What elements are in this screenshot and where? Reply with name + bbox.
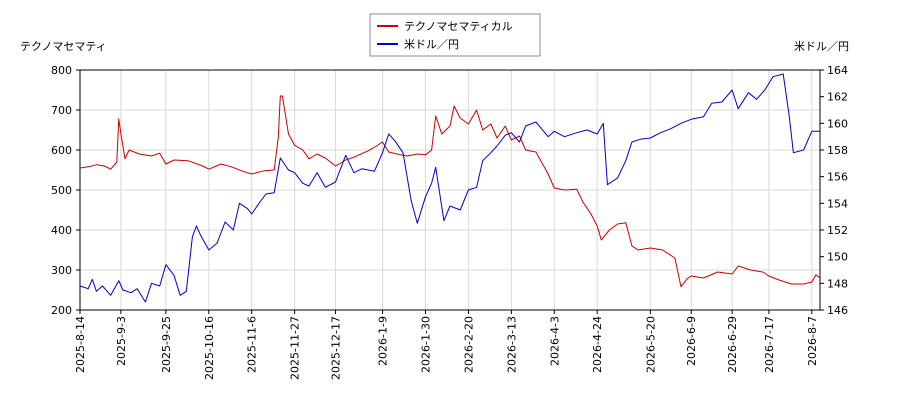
x-tick-label: 2026-2-20	[462, 316, 475, 373]
left-tick-label: 300	[51, 264, 72, 277]
x-tick-label: 2025-11-27	[289, 316, 302, 380]
legend: テクノマセマティカル 米ドル／円	[369, 13, 541, 57]
series-line-2	[79, 73, 820, 303]
x-tick-label: 2026-6-29	[726, 316, 739, 373]
x-tick-label: 2026-1-30	[419, 316, 432, 373]
x-tick-label: 2025-9-3	[115, 316, 128, 366]
x-tick-label: 2026-3-13	[505, 316, 518, 373]
right-tick-label: 154	[827, 197, 848, 210]
left-axis-title: テクノマセマティ	[20, 40, 107, 53]
right-tick-label: 156	[827, 171, 848, 184]
left-axis: 200 300 400 500 600 700 800	[51, 64, 80, 317]
legend-box	[369, 13, 541, 57]
x-tick-label: 2026-1-9	[377, 316, 390, 366]
legend-label-series-2: 米ドル／円	[404, 38, 459, 51]
right-tick-label: 158	[827, 144, 848, 157]
right-tick-label: 164	[827, 64, 848, 77]
x-tick-label: 2026-4-24	[591, 316, 604, 373]
x-axis: 2025-8-14 2025-9-3 2025-9-25 2025-10-16 2025…	[74, 310, 819, 380]
x-tick-label: 2025-9-25	[160, 316, 173, 373]
left-tick-label: 600	[51, 144, 72, 157]
x-tick-label: 2025-8-14	[74, 316, 87, 373]
right-tick-label: 150	[827, 251, 848, 264]
left-tick-label: 400	[51, 224, 72, 237]
right-tick-label: 162	[827, 91, 848, 104]
grid-lines	[79, 69, 820, 311]
x-tick-label: 2025-12-17	[330, 316, 343, 380]
x-tick-label: 2026-8-7	[806, 316, 819, 366]
left-tick-label: 500	[51, 184, 72, 197]
x-tick-label: 2025-10-16	[203, 316, 216, 380]
right-axis-title: 米ドル／円	[794, 40, 849, 53]
legend-label-series-1: テクノマセマティカル	[404, 20, 513, 33]
right-tick-label: 160	[827, 117, 848, 130]
x-tick-label: 2026-6-9	[685, 316, 698, 366]
series-line-1	[79, 95, 821, 288]
right-tick-label: 148	[827, 277, 848, 290]
right-tick-label: 146	[827, 304, 848, 317]
x-tick-label: 2025-11-6	[246, 316, 259, 373]
left-tick-label: 200	[51, 304, 72, 317]
series-layer	[79, 73, 821, 303]
right-tick-label: 152	[827, 224, 848, 237]
right-axis: 146 148 150 152 154 156 158 160 162 164	[820, 64, 848, 317]
x-tick-label: 2026-4-3	[548, 316, 561, 366]
x-tick-label: 2026-7-17	[763, 316, 776, 373]
left-tick-label: 700	[51, 104, 72, 117]
left-tick-label: 800	[51, 64, 72, 77]
x-tick-label: 2026-5-20	[644, 316, 657, 373]
